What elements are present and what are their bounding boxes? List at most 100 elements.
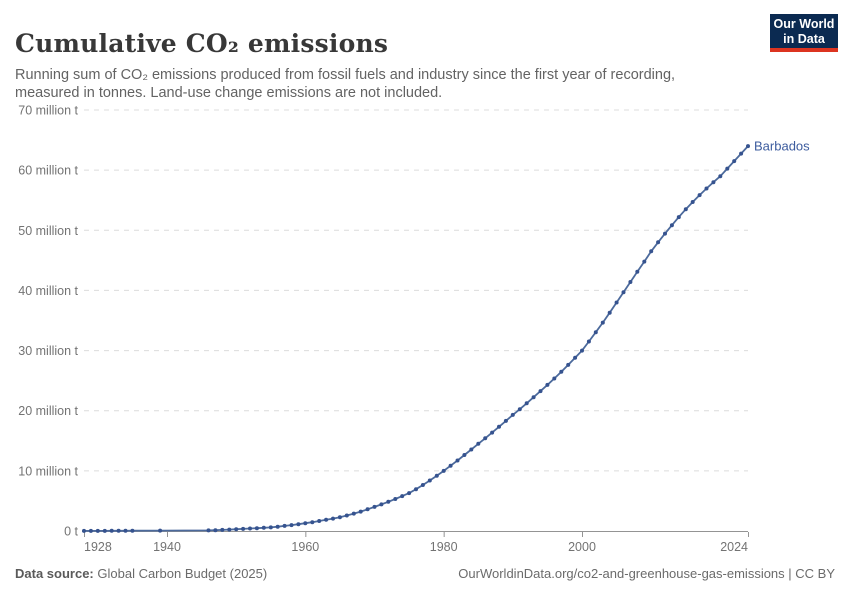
chart-subtitle: Running sum of CO₂ emissions produced fr… <box>15 66 676 102</box>
data-point[interactable] <box>324 517 329 522</box>
data-point[interactable] <box>621 290 626 295</box>
x-tick-label: 2000 <box>568 540 596 554</box>
data-point[interactable] <box>372 504 377 509</box>
data-point[interactable] <box>517 407 522 412</box>
data-point[interactable] <box>331 516 335 521</box>
x-tick-label: 2024 <box>720 540 748 554</box>
data-point[interactable] <box>559 369 564 374</box>
data-point[interactable] <box>538 389 543 394</box>
data-point[interactable] <box>420 483 425 487</box>
data-point[interactable] <box>462 453 467 457</box>
data-point[interactable] <box>718 174 723 179</box>
data-point[interactable] <box>393 497 398 501</box>
data-point[interactable] <box>704 186 709 191</box>
data-point[interactable] <box>711 180 716 185</box>
data-point[interactable] <box>351 511 356 516</box>
data-point[interactable] <box>296 522 301 527</box>
data-point[interactable] <box>82 528 86 533</box>
series-line[interactable] <box>84 145 749 532</box>
data-point[interactable] <box>407 491 412 496</box>
data-point[interactable] <box>344 513 349 518</box>
data-point[interactable] <box>102 528 107 533</box>
data-point[interactable] <box>690 200 695 204</box>
data-point[interactable] <box>95 528 100 533</box>
data-point[interactable] <box>683 207 688 212</box>
data-point[interactable] <box>725 166 730 171</box>
data-point[interactable] <box>310 520 315 525</box>
data-point[interactable] <box>566 362 571 367</box>
data-point[interactable] <box>490 430 495 435</box>
data-point[interactable] <box>441 468 446 473</box>
data-point[interactable] <box>483 436 488 441</box>
data-point[interactable] <box>268 525 273 530</box>
data-point[interactable] <box>386 499 391 504</box>
data-point[interactable] <box>510 412 515 417</box>
data-point[interactable] <box>248 526 252 531</box>
y-tick-label: 20 million t <box>18 404 78 418</box>
data-point[interactable] <box>635 269 640 274</box>
data-point[interactable] <box>676 215 681 220</box>
data-point[interactable] <box>275 524 280 529</box>
series-label[interactable]: Barbados <box>754 139 810 154</box>
data-point[interactable] <box>289 523 294 528</box>
data-point[interactable] <box>434 473 439 478</box>
data-point[interactable] <box>552 376 557 381</box>
data-point[interactable] <box>586 339 591 344</box>
data-point[interactable] <box>628 280 633 284</box>
data-point[interactable] <box>656 240 661 245</box>
data-point[interactable] <box>732 159 737 164</box>
data-point[interactable] <box>669 223 674 228</box>
data-point[interactable] <box>697 193 702 198</box>
data-point[interactable] <box>88 528 93 533</box>
credit-link[interactable]: OurWorldinData.org/co2-and-greenhouse-ga… <box>458 566 835 581</box>
data-point[interactable] <box>580 348 584 353</box>
data-point[interactable] <box>123 528 128 533</box>
data-point[interactable] <box>400 494 405 499</box>
data-point[interactable] <box>476 441 481 446</box>
data-point[interactable] <box>261 525 266 530</box>
data-point[interactable] <box>455 458 460 463</box>
data-point[interactable] <box>254 526 259 531</box>
data-point[interactable] <box>600 320 605 325</box>
data-point[interactable] <box>358 509 363 514</box>
data-point[interactable] <box>614 300 619 305</box>
data-point[interactable] <box>379 502 384 507</box>
data-point[interactable] <box>220 527 225 532</box>
data-point[interactable] <box>503 418 508 423</box>
data-point[interactable] <box>317 519 322 523</box>
data-point[interactable] <box>241 526 246 531</box>
data-point[interactable] <box>158 528 163 533</box>
data-point[interactable] <box>206 528 211 533</box>
data-point[interactable] <box>739 151 744 156</box>
data-point[interactable] <box>414 487 418 492</box>
page-title: Cumulative CO₂ emissions <box>15 28 389 58</box>
data-point[interactable] <box>282 523 287 528</box>
data-point[interactable] <box>497 424 501 429</box>
data-point[interactable] <box>573 355 578 360</box>
data-point[interactable] <box>746 144 750 149</box>
data-point[interactable] <box>663 231 667 236</box>
data-point[interactable] <box>469 447 474 452</box>
owid-logo[interactable]: Our World in Data <box>770 14 838 52</box>
data-point[interactable] <box>227 527 232 532</box>
data-point[interactable] <box>545 382 550 387</box>
data-point[interactable] <box>649 249 654 254</box>
y-tick-label: 0 t <box>64 525 78 539</box>
data-point[interactable] <box>337 515 342 520</box>
data-point[interactable] <box>234 527 239 532</box>
data-point[interactable] <box>365 507 370 512</box>
data-point[interactable] <box>524 401 529 406</box>
data-point[interactable] <box>116 528 121 533</box>
data-point[interactable] <box>593 330 598 335</box>
data-point[interactable] <box>427 478 432 483</box>
data-point[interactable] <box>213 528 218 533</box>
data-point[interactable] <box>531 395 536 400</box>
data-point[interactable] <box>642 259 647 264</box>
data-point[interactable] <box>130 528 135 533</box>
data-point[interactable] <box>109 528 114 533</box>
data-point[interactable] <box>303 521 308 526</box>
data-point[interactable] <box>607 310 612 315</box>
y-tick-label: 30 million t <box>18 344 78 358</box>
data-point[interactable] <box>448 463 453 468</box>
